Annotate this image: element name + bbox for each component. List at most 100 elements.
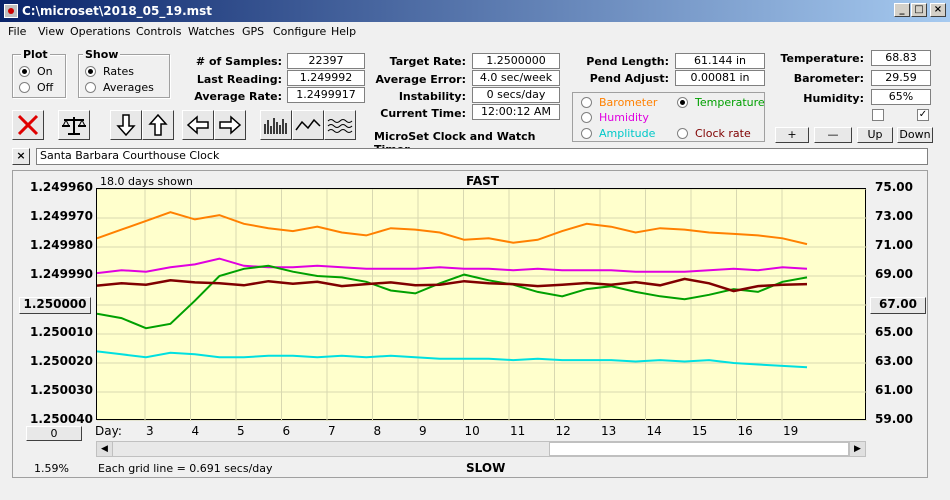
close-window-button[interactable]: × xyxy=(930,3,946,17)
temperature-label: Temperature: xyxy=(780,52,864,65)
up-button[interactable]: Up xyxy=(857,127,893,143)
y-right-tick-label: 65.00 xyxy=(875,325,913,339)
menu-controls[interactable]: Controls xyxy=(136,25,182,38)
sensor-humidity-radio[interactable] xyxy=(581,112,592,123)
sensor-humidity-label: Humidity xyxy=(599,111,649,124)
histogram-icon xyxy=(264,118,287,134)
y-left-tick-label: 1.250040 xyxy=(30,412,94,426)
checkbox-left[interactable] xyxy=(872,109,884,121)
scroll-thumb[interactable] xyxy=(549,442,849,456)
average-error-label: Average Error: xyxy=(375,73,466,86)
down-button[interactable]: Down xyxy=(897,127,933,143)
arrow-down-icon xyxy=(116,114,136,137)
scroll-right-icon[interactable]: ▶ xyxy=(849,442,865,456)
pend-length-label: Pend Length: xyxy=(586,55,669,68)
day-tick-label: 7 xyxy=(328,424,336,438)
series-line-barometer xyxy=(97,211,808,246)
y-left-tick-label: 1.249990 xyxy=(30,267,94,281)
show-averages-radio[interactable] xyxy=(85,82,96,93)
instability-field: 0 secs/day xyxy=(472,87,560,103)
show-averages-label: Averages xyxy=(103,81,154,94)
menu-file[interactable]: File xyxy=(8,25,27,38)
show-rates-label: Rates xyxy=(103,65,134,78)
menu-bar: File View Operations Controls Watches GP… xyxy=(0,22,950,42)
sensor-temperature-radio[interactable] xyxy=(677,97,688,108)
down-arrow-button[interactable] xyxy=(110,110,142,140)
grid-note-label: Each grid line = 0.691 secs/day xyxy=(98,462,273,475)
sensor-clockrate-radio[interactable] xyxy=(677,128,688,139)
day-tick-label: 6 xyxy=(282,424,291,438)
plot-off-radio[interactable] xyxy=(19,82,30,93)
temperature-field: 68.83 xyxy=(871,50,931,66)
current-time-field: 12:00:12 AM xyxy=(472,104,560,120)
left-arrow-button[interactable] xyxy=(182,110,214,140)
balance-button[interactable] xyxy=(58,110,90,140)
y-right-tick-label: 59.00 xyxy=(875,412,913,426)
menu-view[interactable]: View xyxy=(38,25,65,38)
current-time-label: Current Time: xyxy=(380,107,466,120)
target-rate-field[interactable]: 1.2500000 xyxy=(472,53,560,69)
day-tick-label: 9 xyxy=(419,424,427,438)
clear-button[interactable] xyxy=(12,110,44,140)
target-rate-label: Target Rate: xyxy=(389,55,466,68)
y-left-tick-label: 1.250020 xyxy=(30,354,94,368)
sensor-group: Barometer Temperature Humidity Amplitude… xyxy=(572,92,765,142)
smooth-view-button[interactable] xyxy=(324,110,356,140)
center-value-button[interactable]: 1.250000 xyxy=(19,297,91,314)
series-line-clock-rate xyxy=(97,277,808,293)
pend-adjust-field: 0.00081 in xyxy=(675,70,765,86)
show-rates-radio[interactable] xyxy=(85,66,96,77)
day-tick-label: 4 xyxy=(191,424,200,438)
right-value-button[interactable]: 67.00 xyxy=(870,297,926,314)
minimize-button[interactable]: _ xyxy=(894,3,910,17)
show-group: Show Rates Averages xyxy=(78,48,170,98)
fast-label: FAST xyxy=(466,174,499,188)
y-left-tick-label: 1.250010 xyxy=(30,325,94,339)
plot-on-radio[interactable] xyxy=(19,66,30,77)
menu-help[interactable]: Help xyxy=(331,25,357,38)
minus-button[interactable]: — xyxy=(814,127,852,143)
zero-button[interactable]: 0 xyxy=(26,426,82,441)
sensor-barometer-radio[interactable] xyxy=(581,97,592,108)
clock-name-field[interactable]: Santa Barbara Courthouse Clock xyxy=(36,148,928,165)
instability-label: Instability: xyxy=(398,90,466,103)
day-tick-label: 13 xyxy=(601,424,617,438)
horizontal-scrollbar[interactable]: ◀ ▶ xyxy=(96,441,866,457)
red-x-icon xyxy=(17,114,39,136)
clock-close-button[interactable]: × xyxy=(12,148,30,165)
plot-area[interactable] xyxy=(96,188,867,421)
plot-svg xyxy=(97,189,867,421)
series-line-humidity xyxy=(97,257,808,275)
day-tick-label: 3 xyxy=(146,424,154,438)
arrow-right-icon xyxy=(219,115,242,135)
line-wave-icon xyxy=(295,118,321,131)
y-right-tick-label: 75.00 xyxy=(875,180,913,194)
series-line-temperature xyxy=(97,264,808,330)
right-arrow-button[interactable] xyxy=(214,110,246,140)
scroll-left-icon[interactable]: ◀ xyxy=(97,442,113,456)
pend-length-field[interactable]: 61.144 in xyxy=(675,53,765,69)
day-tick-label: 16 xyxy=(737,424,753,438)
checkbox-right[interactable]: ✓ xyxy=(917,109,929,121)
sensor-barometer-label: Barometer xyxy=(599,96,658,109)
menu-configure[interactable]: Configure xyxy=(273,25,327,38)
maximize-button[interactable]: □ xyxy=(911,3,927,17)
app-icon xyxy=(4,4,18,18)
histogram-button[interactable] xyxy=(260,110,292,140)
line-view-button[interactable] xyxy=(292,110,324,140)
up-arrow-button[interactable] xyxy=(142,110,174,140)
sensor-amplitude-radio[interactable] xyxy=(581,128,592,139)
day-tick-label: 19 xyxy=(783,424,799,438)
plus-button[interactable]: + xyxy=(775,127,809,143)
sensor-temperature-label: Temperature xyxy=(695,96,765,109)
plot-group-label: Plot xyxy=(21,48,50,61)
y-right-tick-label: 69.00 xyxy=(875,267,913,281)
sensor-amplitude-label: Amplitude xyxy=(599,127,656,140)
slow-label: SLOW xyxy=(466,461,506,475)
day-tick-label: 12 xyxy=(555,424,571,438)
menu-watches[interactable]: Watches xyxy=(188,25,235,38)
plot-on-label: On xyxy=(37,65,53,78)
day-tick-label: 11 xyxy=(510,424,526,438)
menu-operations[interactable]: Operations xyxy=(70,25,131,38)
menu-gps[interactable]: GPS xyxy=(242,25,265,38)
